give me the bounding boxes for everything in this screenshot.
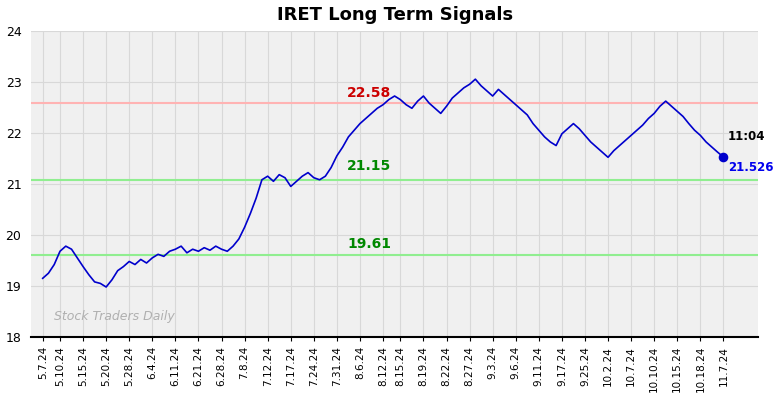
Point — [717, 154, 730, 160]
Text: 21.15: 21.15 — [347, 159, 391, 173]
Text: 21.526: 21.526 — [728, 161, 774, 174]
Title: IRET Long Term Signals: IRET Long Term Signals — [277, 6, 513, 23]
Text: 19.61: 19.61 — [347, 237, 391, 251]
Text: 11:04: 11:04 — [728, 130, 765, 143]
Text: 22.58: 22.58 — [347, 86, 391, 100]
Text: Stock Traders Daily: Stock Traders Daily — [54, 310, 175, 323]
